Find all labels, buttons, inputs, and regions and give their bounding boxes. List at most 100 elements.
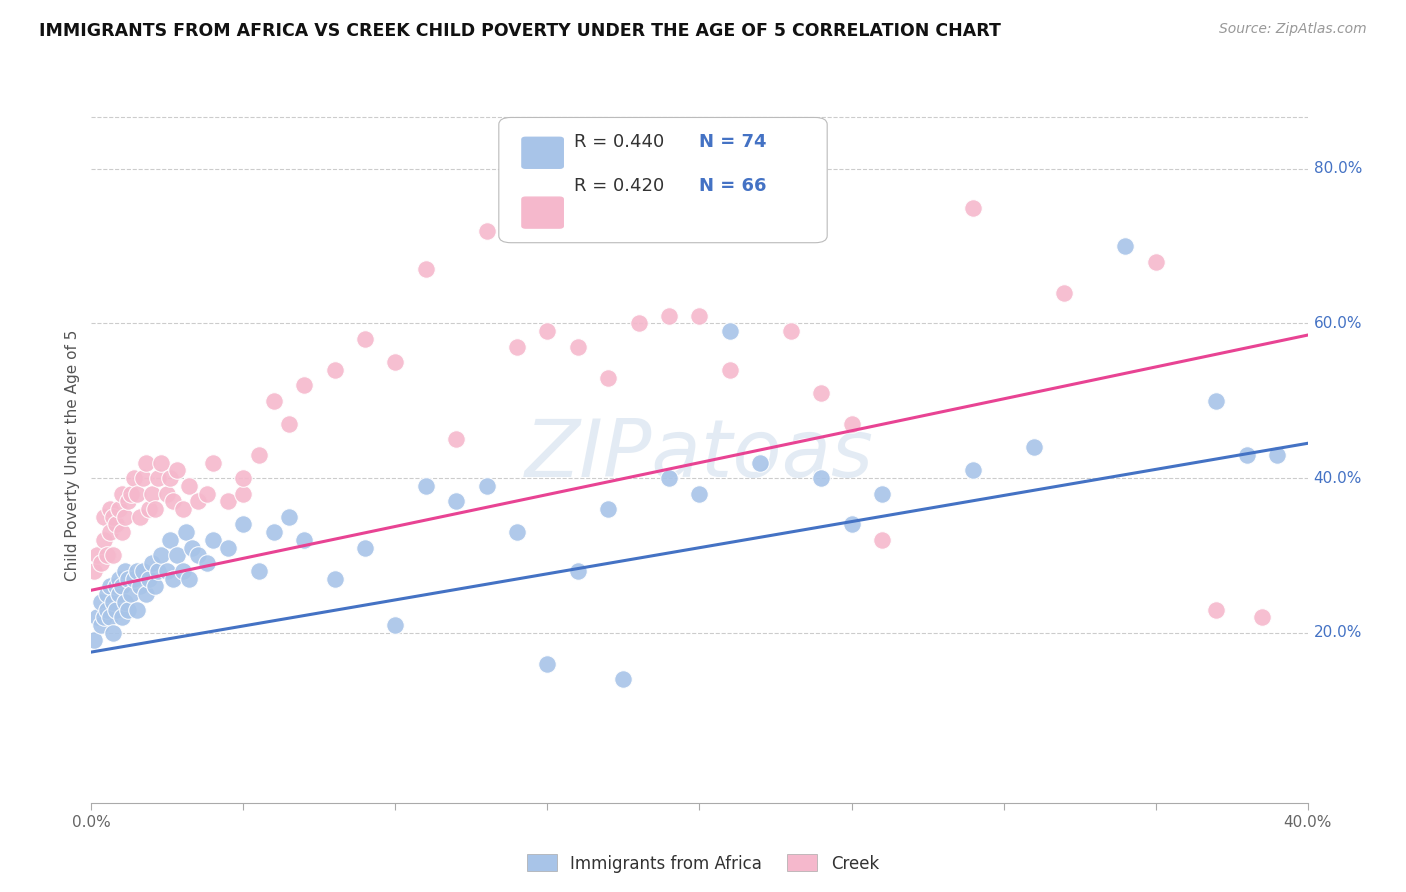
Point	[1114, 239, 1136, 253]
Point	[93, 610, 115, 624]
Text: 80.0%: 80.0%	[1313, 161, 1362, 177]
Point	[1022, 440, 1045, 454]
Point	[98, 579, 121, 593]
Point	[688, 486, 710, 500]
Point	[122, 572, 145, 586]
Point	[132, 564, 155, 578]
Point	[101, 549, 124, 563]
Text: Source: ZipAtlas.com: Source: ZipAtlas.com	[1219, 22, 1367, 37]
Point	[247, 564, 270, 578]
Point	[779, 324, 801, 338]
Point	[138, 502, 160, 516]
Point	[232, 486, 254, 500]
Point	[114, 595, 136, 609]
Point	[104, 579, 127, 593]
Point	[148, 564, 170, 578]
Point	[217, 541, 239, 555]
Point	[148, 471, 170, 485]
Point	[598, 370, 620, 384]
Point	[172, 564, 194, 578]
Point	[89, 595, 111, 609]
Point	[962, 201, 984, 215]
Point	[718, 363, 741, 377]
Point	[292, 533, 315, 547]
Point	[89, 556, 111, 570]
Point	[841, 517, 863, 532]
Text: 60.0%: 60.0%	[1313, 316, 1362, 331]
Point	[111, 486, 134, 500]
Point	[101, 509, 124, 524]
Point	[1053, 285, 1076, 300]
Point	[117, 572, 139, 586]
Point	[202, 456, 225, 470]
Point	[98, 525, 121, 540]
Point	[506, 525, 529, 540]
Point	[162, 572, 184, 586]
Point	[107, 502, 129, 516]
Point	[180, 541, 202, 555]
Point	[111, 610, 134, 624]
Point	[114, 564, 136, 578]
Point	[536, 324, 558, 338]
Point	[125, 486, 148, 500]
Point	[536, 657, 558, 671]
FancyBboxPatch shape	[522, 197, 564, 228]
Point	[172, 502, 194, 516]
Point	[98, 610, 121, 624]
Point	[89, 618, 111, 632]
Point	[101, 595, 124, 609]
Point	[132, 471, 155, 485]
Point	[177, 479, 200, 493]
Point	[718, 324, 741, 338]
Point	[135, 587, 157, 601]
Point	[195, 486, 218, 500]
Point	[598, 502, 620, 516]
Point	[174, 525, 197, 540]
Point	[98, 502, 121, 516]
Point	[415, 262, 437, 277]
Point	[415, 479, 437, 493]
Point	[129, 509, 152, 524]
Point	[111, 579, 134, 593]
Point	[278, 509, 301, 524]
Point	[129, 579, 152, 593]
Y-axis label: Child Poverty Under the Age of 5: Child Poverty Under the Age of 5	[65, 329, 80, 581]
Point	[86, 610, 108, 624]
Point	[162, 494, 184, 508]
Point	[156, 564, 179, 578]
Point	[120, 587, 142, 601]
Point	[104, 517, 127, 532]
Point	[166, 549, 188, 563]
Text: R = 0.440: R = 0.440	[574, 133, 665, 151]
Point	[612, 672, 634, 686]
Point	[120, 486, 142, 500]
Point	[187, 494, 209, 508]
Point	[384, 618, 406, 632]
Text: 40.0%: 40.0%	[1313, 471, 1362, 485]
Point	[323, 572, 346, 586]
Point	[263, 393, 285, 408]
Point	[1265, 448, 1288, 462]
Text: N = 66: N = 66	[699, 177, 768, 194]
Point	[135, 456, 157, 470]
Point	[141, 556, 163, 570]
Point	[104, 602, 127, 616]
Point	[138, 572, 160, 586]
Point	[1205, 393, 1227, 408]
Point	[232, 471, 254, 485]
Point	[627, 317, 650, 331]
Point	[156, 486, 179, 500]
Point	[1251, 610, 1274, 624]
Point	[86, 549, 108, 563]
Point	[1144, 254, 1167, 268]
Point	[567, 564, 589, 578]
Point	[841, 417, 863, 431]
Text: ZIPatоas: ZIPatоas	[524, 416, 875, 494]
Point	[292, 378, 315, 392]
Point	[195, 556, 218, 570]
Point	[93, 509, 115, 524]
Point	[354, 541, 377, 555]
Point	[749, 456, 772, 470]
Point	[159, 533, 181, 547]
Point	[96, 602, 118, 616]
